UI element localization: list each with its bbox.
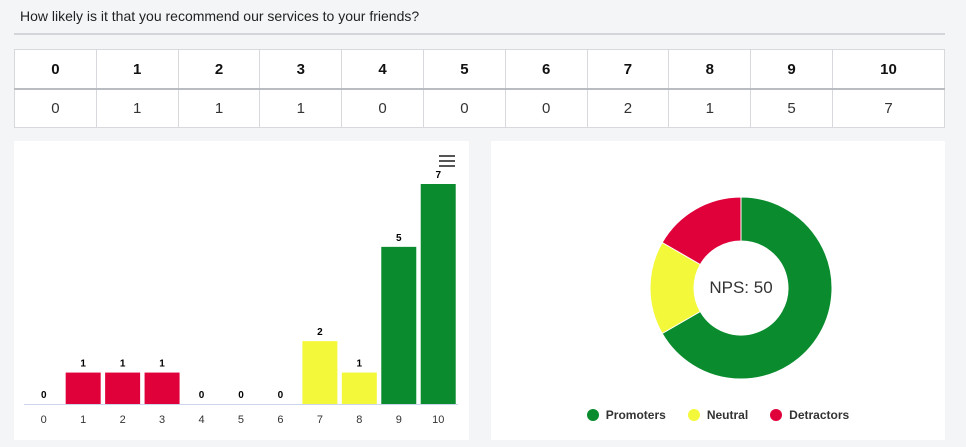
legend-item-neutral[interactable]: Neutral — [687, 408, 749, 422]
bar-1[interactable] — [65, 372, 101, 404]
bar-value-label: 1 — [120, 359, 126, 370]
legend-dot-promoters — [586, 409, 599, 421]
legend-label-promoters: Promoters — [605, 408, 666, 422]
bar-value-label: 0 — [238, 390, 244, 401]
score-header-row: 0 1 2 3 4 5 6 7 8 9 10 — [14, 49, 945, 90]
question-text: How likely is it that you recommend our … — [20, 8, 420, 24]
legend-label-neutral: Neutral — [706, 408, 749, 422]
x-tick-label: 0 — [41, 414, 47, 426]
score-count-cell: 7 — [832, 88, 945, 128]
score-header-cell: 2 — [177, 49, 261, 90]
x-tick-label: 3 — [159, 414, 165, 426]
chart-legend: Promoters Neutral Detractors — [491, 408, 945, 422]
bar-2[interactable] — [105, 372, 141, 404]
bar-value-label: 0 — [278, 390, 284, 401]
bar-value-label: 0 — [41, 390, 47, 401]
donut-slice-detractors[interactable] — [661, 196, 742, 266]
score-count-cell: 1 — [259, 88, 343, 128]
score-header-cell: 7 — [586, 49, 670, 90]
score-count-cell: 0 — [504, 88, 588, 128]
score-count-cell: 5 — [750, 88, 833, 128]
score-header-cell: 10 — [832, 49, 945, 90]
score-header-cell: 3 — [259, 49, 343, 90]
x-tick-label: 8 — [356, 414, 362, 426]
donut-chart — [649, 196, 833, 380]
bar-value-label: 2 — [317, 327, 323, 338]
bar-value-label: 5 — [396, 233, 402, 244]
bar-3[interactable] — [144, 372, 180, 404]
bar-10[interactable] — [420, 184, 456, 404]
x-tick-label: 1 — [80, 414, 86, 426]
divider — [14, 33, 945, 35]
bar-chart-panel: 0 0 1 1 1 2 1 3 0 4 0 5 0 6 2 7 1 8 5 9 7 10 — [14, 141, 469, 440]
score-header-cell: 0 — [14, 49, 97, 90]
x-tick-label: 6 — [277, 414, 283, 426]
score-header-cell: 6 — [504, 49, 588, 90]
nps-center-label: NPS: 50 — [709, 278, 773, 297]
score-count-cell: 0 — [341, 88, 424, 128]
score-count-cell: 0 — [422, 88, 506, 128]
score-header-cell: 4 — [341, 49, 424, 90]
bar-8[interactable] — [341, 372, 377, 404]
legend-dot-detractors — [770, 409, 783, 421]
hamburger-icon[interactable] — [439, 155, 455, 170]
x-tick-label: 4 — [198, 414, 204, 426]
score-count-cell: 2 — [586, 88, 670, 128]
bar-9[interactable] — [381, 246, 417, 404]
bar-value-label: 1 — [80, 359, 86, 370]
score-header-cell: 9 — [750, 49, 833, 90]
score-count-cell: 1 — [177, 88, 261, 128]
bar-value-label: 1 — [159, 359, 165, 370]
donut-slice-promoters[interactable] — [661, 196, 833, 380]
score-header-cell: 5 — [422, 49, 506, 90]
donut-chart-panel: NPS: 50 Promoters Neutral Detractors — [491, 141, 945, 440]
x-tick-label: 7 — [317, 414, 323, 426]
x-tick-label: 10 — [432, 414, 444, 426]
bar-value-label: 7 — [435, 170, 441, 181]
legend-dot-neutral — [687, 409, 700, 421]
score-count-cell: 0 — [14, 88, 97, 128]
score-count-cell: 1 — [95, 88, 179, 128]
score-header-cell: 8 — [668, 49, 752, 90]
legend-item-detractors[interactable]: Detractors — [770, 408, 849, 422]
score-header-cell: 1 — [95, 49, 179, 90]
score-count-cell: 1 — [668, 88, 752, 128]
legend-item-promoters[interactable]: Promoters — [586, 408, 666, 422]
x-tick-label: 5 — [238, 414, 244, 426]
legend-label-detractors: Detractors — [789, 408, 850, 422]
bar-chart: 0 0 1 1 1 2 1 3 0 4 0 5 0 6 2 7 1 8 5 9 7 10 — [24, 170, 458, 426]
bar-7[interactable] — [302, 341, 338, 404]
bar-value-label: 1 — [357, 359, 363, 370]
x-tick-label: 9 — [396, 414, 402, 426]
bar-value-label: 0 — [199, 390, 205, 401]
x-tick-label: 2 — [120, 414, 126, 426]
